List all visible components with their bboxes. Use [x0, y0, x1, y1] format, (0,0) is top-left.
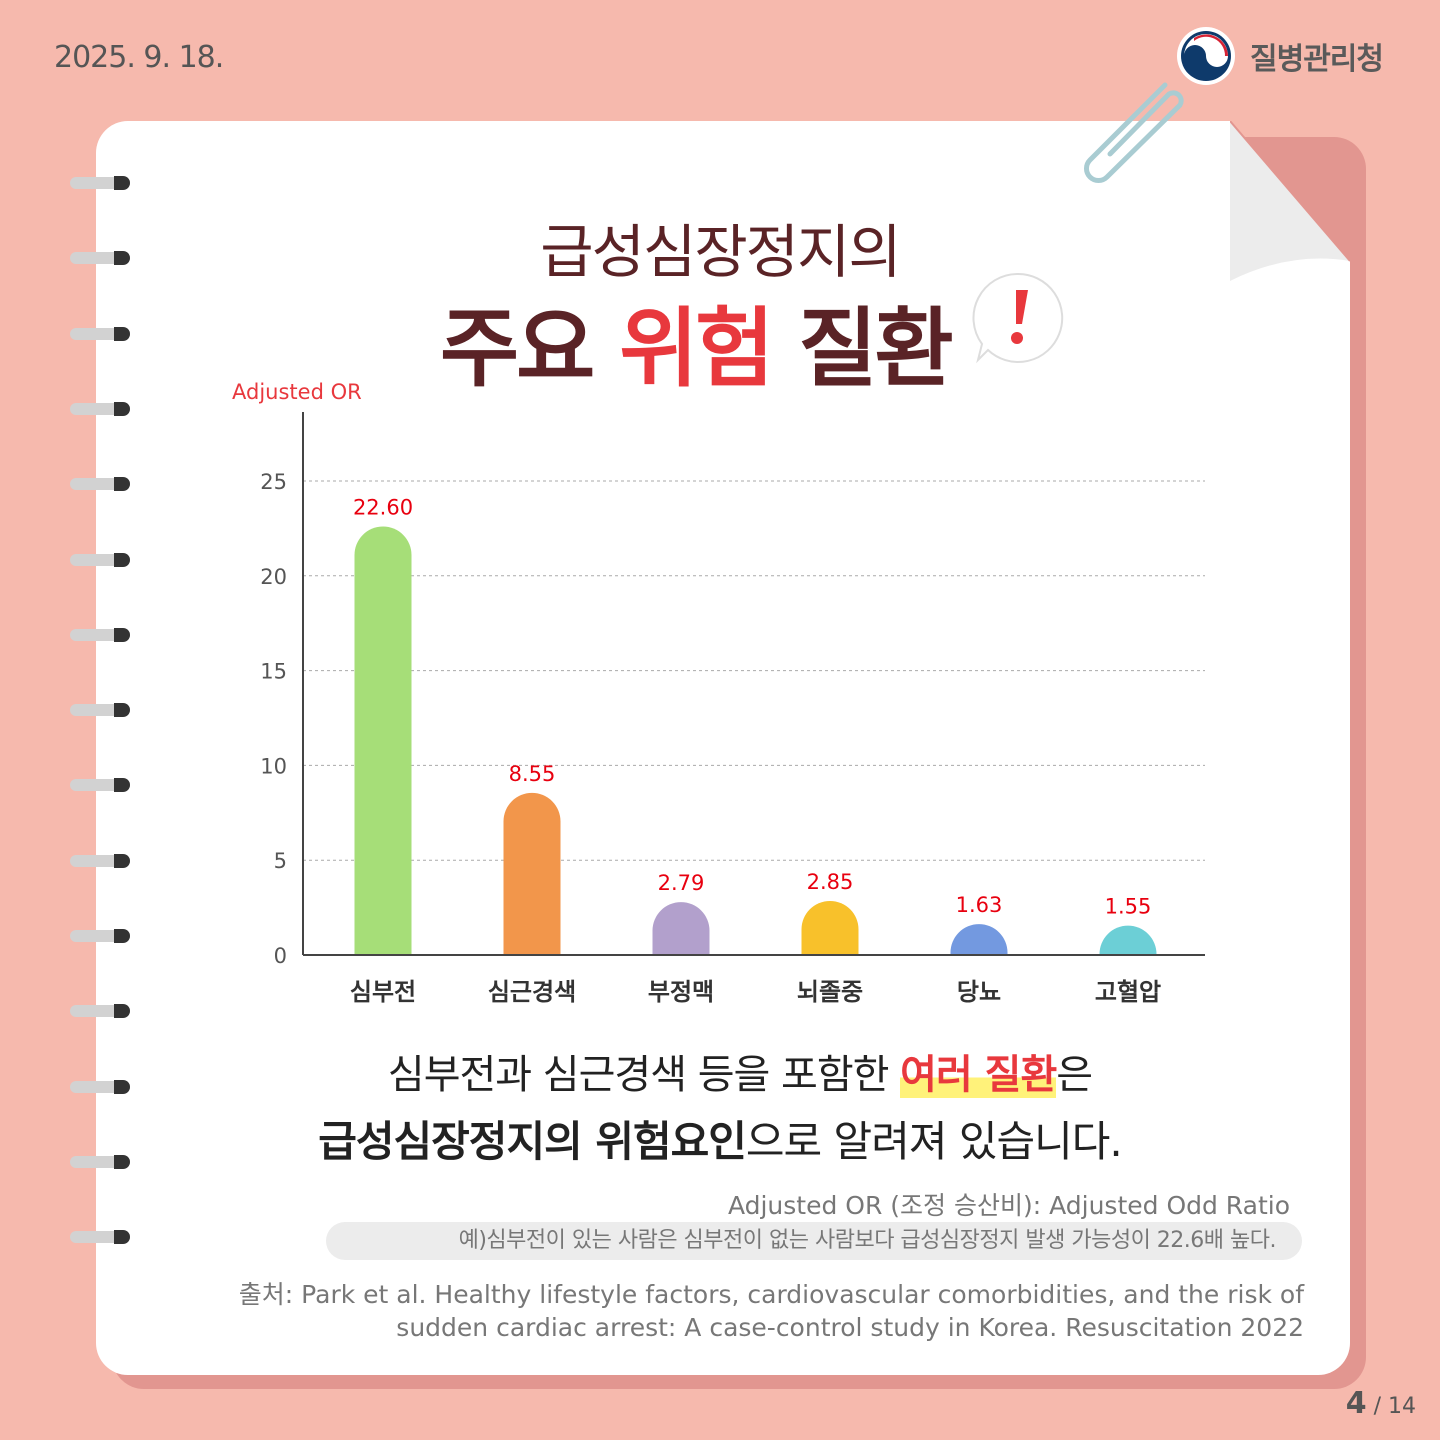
- summary-text: 심부전과 심근경색 등을 포함한: [387, 1052, 901, 1098]
- bar-chart: 0 5 10 15 20 25 22.60 심부전 8.55 심근경색 2.79 부정맥 2.85 뇌졸중…: [260, 412, 1205, 1006]
- spiral-ring: [70, 1230, 130, 1245]
- page-current: 4: [1345, 1386, 1367, 1421]
- taegeuk-icon: [1177, 27, 1235, 85]
- data-label: 2.85: [807, 870, 854, 894]
- data-label: 1.55: [1105, 895, 1152, 919]
- spiral-ring: [70, 251, 130, 266]
- spiral-ring: [70, 401, 130, 416]
- bar: [503, 792, 561, 955]
- summary-text: 으로 알려져 있습니다.: [745, 1117, 1123, 1166]
- source-line: sudden cardiac arrest: A case-control st…: [396, 1313, 1304, 1342]
- spiral-ring: [70, 929, 130, 943]
- spiral-ring: [70, 1154, 130, 1169]
- data-label: 22.60: [353, 496, 413, 520]
- spiral-ring: [70, 1079, 130, 1094]
- y-tick-label: 0: [274, 944, 287, 968]
- spiral-ring: [70, 627, 130, 642]
- title-part: 질환: [771, 299, 953, 399]
- bar: [652, 902, 710, 955]
- example-note: 예)심부전이 있는 사람은 심부전이 없는 사람보다 급성심장정지 발생 가능성…: [326, 1222, 1302, 1260]
- title-line2: 주요 위험 질환: [440, 278, 954, 403]
- data-label: 1.63: [956, 893, 1003, 917]
- spiral-ring: [70, 853, 130, 868]
- x-tick-label: 부정맥: [648, 978, 714, 1006]
- x-tick-label: 뇌졸중: [797, 978, 863, 1006]
- summary-text: 은: [1056, 1052, 1093, 1098]
- summary-bold: 급성심장정지의 위험요인: [318, 1117, 747, 1166]
- summary-line1: 심부전과 심근경색 등을 포함한 여러 질환은: [300, 1042, 1180, 1100]
- source-citation: 출처: Park et al. Healthy lifestyle factor…: [239, 1278, 1304, 1344]
- summary-highlight: 여러 질환: [900, 1052, 1057, 1098]
- source-line: 출처: Park et al. Healthy lifestyle factor…: [238, 1280, 1304, 1309]
- exclamation-bubble-icon: [972, 272, 1064, 364]
- y-tick-label: 25: [260, 470, 287, 494]
- title-line1: 급성심장정지의: [540, 218, 902, 286]
- page-total: / 14: [1373, 1394, 1416, 1419]
- data-label: 8.55: [509, 762, 556, 786]
- title-part: 주요: [440, 299, 620, 399]
- agency-logo: 질병관리청: [1176, 26, 1384, 86]
- page-indicator: 4 / 14: [1346, 1386, 1416, 1421]
- bar: [801, 900, 859, 955]
- title-highlight: 위험: [619, 299, 774, 399]
- spiral-ring: [70, 176, 130, 190]
- bar: [1099, 925, 1157, 955]
- bar: [354, 526, 412, 955]
- x-tick-label: 고혈압: [1095, 978, 1161, 1006]
- summary-line2: 급성심장정지의 위험요인으로 알려져 있습니다.: [300, 1108, 1140, 1169]
- folded-corner: [1230, 121, 1350, 281]
- or-definition: Adjusted OR (조정 승산비): Adjusted Odd Ratio: [727, 1191, 1290, 1220]
- x-tick-label: 심부전: [350, 978, 416, 1006]
- agency-name: 질병관리청: [1250, 42, 1384, 77]
- data-label: 2.79: [658, 871, 705, 895]
- spiral-ring: [70, 1004, 130, 1019]
- y-tick-label: 15: [260, 660, 287, 684]
- card: [96, 121, 1350, 1375]
- spiral-ring: [70, 477, 130, 492]
- y-tick-label: 10: [260, 754, 287, 778]
- spiral-ring: [70, 703, 130, 718]
- y-tick-label: 5: [274, 849, 287, 873]
- spiral-ring: [70, 778, 130, 793]
- spiral-ring: [70, 326, 130, 341]
- spiral-ring: [70, 552, 130, 567]
- bar: [950, 924, 1008, 955]
- x-tick-label: 심근경색: [488, 978, 576, 1006]
- y-axis-label: Adjusted OR: [232, 380, 362, 404]
- date: 2025. 9. 18.: [54, 40, 224, 75]
- paperclip-icon: [1084, 82, 1184, 183]
- x-tick-label: 당뇨: [957, 978, 1001, 1006]
- y-tick-label: 20: [260, 565, 287, 589]
